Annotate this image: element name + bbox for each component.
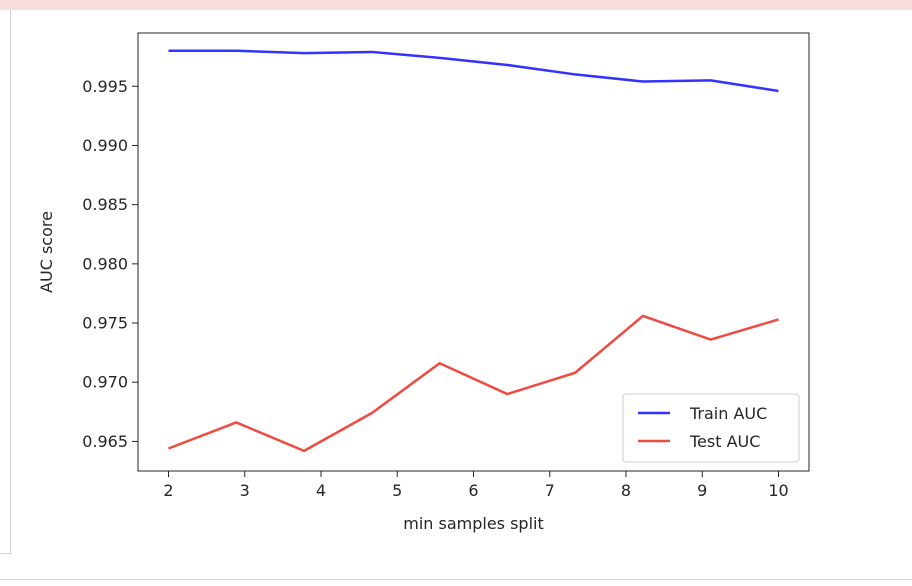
x-tick-label: 4: [316, 481, 326, 500]
x-tick-label: 5: [392, 481, 402, 500]
y-tick-label: 0.990: [82, 136, 128, 155]
x-tick-label: 9: [697, 481, 707, 500]
legend-label-train: Train AUC: [689, 404, 767, 423]
y-tick-label: 0.995: [82, 77, 128, 96]
x-tick-label: 3: [240, 481, 250, 500]
y-tick-label: 0.975: [82, 314, 128, 333]
y-axis: 0.965 0.970 0.975 0.980 0.985 0.990 0.995: [82, 77, 138, 451]
train-auc-line: [168, 49, 779, 93]
legend: Train AUC Test AUC: [622, 393, 800, 463]
y-tick-label: 0.985: [82, 195, 128, 214]
legend-label-test: Test AUC: [689, 432, 760, 451]
x-tick-label: 6: [468, 481, 478, 500]
y-tick-label: 0.980: [82, 254, 128, 273]
y-axis-label: AUC score: [37, 211, 56, 293]
output-prompt-frame: [0, 10, 11, 554]
y-tick-label: 0.970: [82, 373, 128, 392]
x-tick-label: 8: [621, 481, 631, 500]
x-tick-label: 2: [163, 481, 173, 500]
legend-box: [622, 393, 800, 463]
cell-divider: [0, 579, 912, 580]
test-auc-line: [168, 314, 779, 453]
y-tick-label: 0.965: [82, 432, 128, 451]
series-lines: [168, 49, 779, 453]
x-axis-label: min samples split: [403, 514, 544, 533]
x-axis: 2 3 4 5 6 7 8 9 10: [163, 471, 789, 500]
output-banner: [0, 0, 912, 10]
x-tick-label: 7: [545, 481, 555, 500]
x-tick-label: 10: [768, 481, 788, 500]
